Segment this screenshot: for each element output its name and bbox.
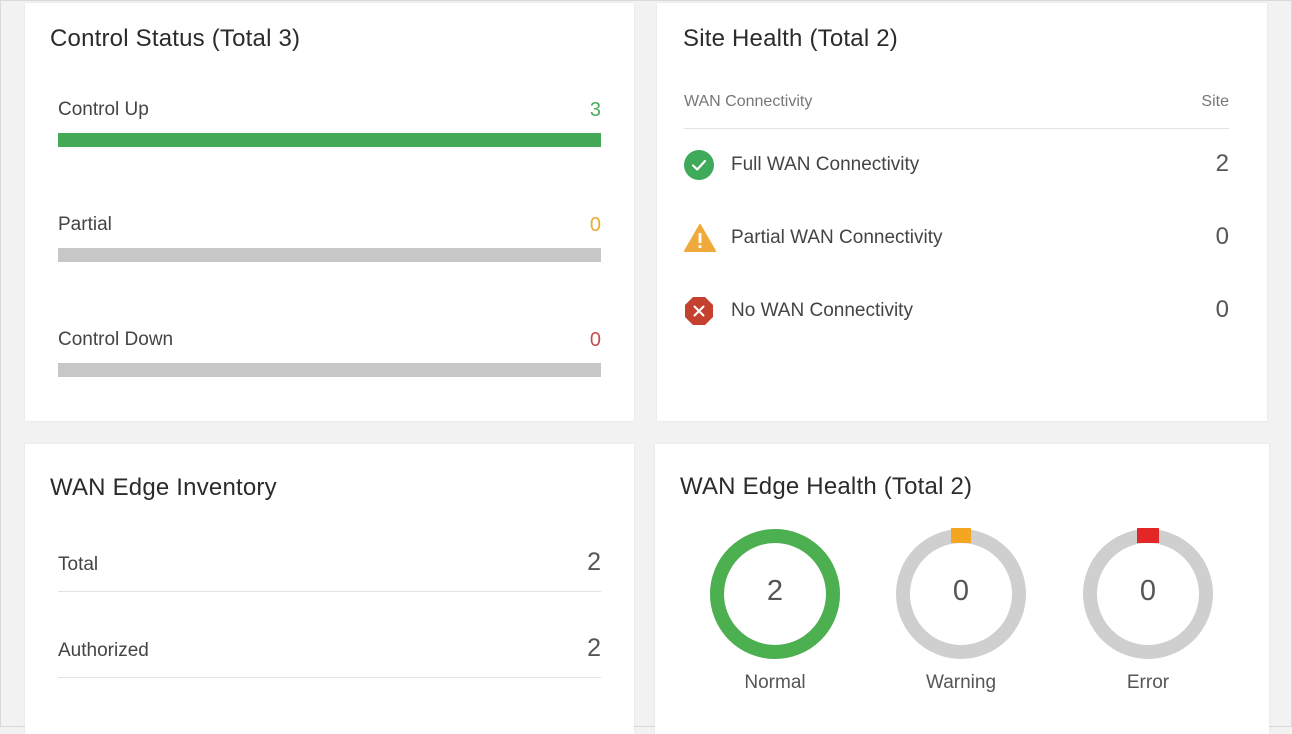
partial-wan-count: 0	[1215, 223, 1229, 250]
inventory-total-value: 2	[587, 548, 601, 576]
error-label: Error	[1126, 672, 1170, 693]
wan-edge-health-title: WAN Edge Health (Total 2)	[680, 473, 973, 500]
warning-label: Warning	[925, 672, 997, 693]
inventory-total-label: Total	[58, 554, 99, 575]
error-donut-ring	[1083, 528, 1213, 659]
inventory-authorized-value: 2	[587, 634, 601, 662]
full-wan-label: Full WAN Connectivity	[731, 154, 920, 175]
control-status-card: Control Status (Total 3) Control Up 3 Pa…	[25, 3, 634, 421]
site-column-header: Site	[1201, 93, 1229, 110]
normal-donut[interactable]: 2	[709, 528, 841, 660]
warning-donut[interactable]: 0	[895, 528, 1027, 660]
site-header-divider	[684, 128, 1229, 129]
warning-triangle-icon	[684, 223, 716, 253]
site-row-partial-wan[interactable]: Partial WAN Connectivity 0	[684, 223, 1229, 257]
site-health-card: Site Health (Total 2) WAN Connectivity S…	[657, 3, 1267, 421]
partial-value: 0	[589, 214, 601, 236]
partial-bar	[58, 248, 601, 262]
check-circle-icon	[684, 150, 714, 180]
no-wan-count: 0	[1215, 296, 1229, 323]
normal-donut-ring	[710, 529, 840, 659]
inventory-divider	[58, 677, 601, 678]
control-status-title: Control Status (Total 3)	[50, 25, 301, 52]
warning-donut-ring	[896, 528, 1026, 659]
inventory-row-authorized[interactable]: Authorized 2	[58, 634, 601, 678]
error-count: 0	[1139, 575, 1157, 607]
partial-wan-label: Partial WAN Connectivity	[731, 227, 943, 248]
warning-count: 0	[952, 575, 970, 607]
control-down-label: Control Down	[58, 329, 174, 350]
wan-connectivity-column-header: WAN Connectivity	[684, 93, 813, 110]
site-row-full-wan[interactable]: Full WAN Connectivity 2	[684, 150, 1229, 184]
control-up-bar	[58, 133, 601, 147]
control-up-bar-fill	[58, 133, 601, 147]
error-octagon-icon	[684, 296, 714, 326]
wan-edge-inventory-card: WAN Edge Inventory Total 2 Authorized 2	[25, 444, 634, 734]
site-row-no-wan[interactable]: No WAN Connectivity 0	[684, 296, 1229, 330]
inventory-row-total[interactable]: Total 2	[58, 548, 601, 592]
control-down-bar	[58, 363, 601, 377]
inventory-divider	[58, 591, 601, 592]
control-up-value: 3	[589, 99, 601, 121]
wan-edge-health-card: WAN Edge Health (Total 2) 2 Normal 0 War…	[655, 444, 1269, 734]
normal-count: 2	[766, 575, 784, 607]
no-wan-label: No WAN Connectivity	[731, 300, 913, 321]
error-donut[interactable]: 0	[1082, 528, 1214, 660]
inventory-authorized-label: Authorized	[58, 640, 149, 661]
control-down-value: 0	[589, 329, 601, 351]
site-health-title: Site Health (Total 2)	[683, 25, 898, 52]
normal-label: Normal	[744, 672, 806, 693]
wan-edge-inventory-title: WAN Edge Inventory	[50, 474, 277, 501]
control-up-label: Control Up	[58, 99, 149, 120]
partial-label: Partial	[58, 214, 112, 235]
full-wan-count: 2	[1215, 150, 1229, 177]
